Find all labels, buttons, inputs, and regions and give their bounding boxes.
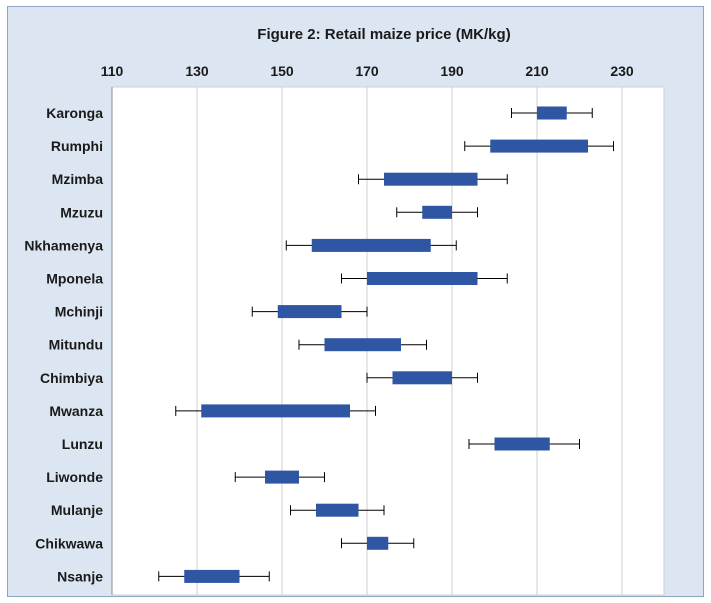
category-label: Mwanza bbox=[49, 403, 103, 419]
box-plot-item bbox=[234, 470, 325, 484]
box bbox=[384, 172, 478, 186]
category-labels: Karonga Rumphi Mzimba Mzuzu Nkhamenya Mponela… bbox=[24, 105, 103, 584]
x-tick-label: 210 bbox=[525, 63, 549, 79]
category-label: Mzimba bbox=[52, 171, 104, 187]
chart-title: Figure 2: Retail maize price (MK/kg) bbox=[257, 26, 510, 43]
box bbox=[265, 470, 299, 484]
x-tick-label: 150 bbox=[270, 63, 294, 79]
box-plot-item bbox=[366, 371, 478, 385]
x-tick-label: 190 bbox=[440, 63, 464, 79]
box-plot-item bbox=[464, 139, 614, 153]
x-tick-label: 110 bbox=[101, 63, 124, 79]
box-plot-item bbox=[511, 106, 593, 120]
box-plot-item bbox=[341, 272, 508, 285]
x-axis-ticks: 110 130 150 170 190 210 230 bbox=[101, 63, 634, 79]
box bbox=[184, 569, 240, 583]
box bbox=[324, 338, 401, 352]
box-plot-item bbox=[468, 437, 580, 451]
box bbox=[316, 503, 359, 517]
box bbox=[201, 404, 350, 418]
category-label: Nkhamenya bbox=[24, 237, 103, 253]
category-label: Nsanje bbox=[57, 568, 103, 584]
category-label: Chikwawa bbox=[35, 535, 103, 551]
box bbox=[537, 106, 567, 120]
category-label: Mzuzu bbox=[60, 204, 103, 220]
box bbox=[392, 371, 452, 385]
category-label: Mponela bbox=[46, 271, 103, 287]
category-label: Mchinji bbox=[55, 304, 103, 320]
x-tick-label: 130 bbox=[185, 63, 209, 79]
box-plot-item bbox=[396, 205, 478, 219]
x-tick-label: 170 bbox=[355, 63, 379, 79]
box bbox=[367, 272, 478, 285]
category-label: Mitundu bbox=[49, 337, 103, 353]
box-plot-item bbox=[341, 536, 415, 550]
box-plot-item bbox=[251, 305, 368, 319]
x-tick-label: 230 bbox=[610, 63, 634, 79]
category-label: Rumphi bbox=[51, 138, 103, 154]
box bbox=[277, 305, 342, 319]
box bbox=[494, 437, 550, 451]
box-plot-item bbox=[285, 238, 457, 252]
box-plot-item bbox=[175, 404, 376, 418]
box-plot-item bbox=[290, 503, 385, 517]
category-label: Karonga bbox=[46, 105, 103, 121]
category-label: Chimbiya bbox=[40, 370, 103, 386]
boxes bbox=[158, 106, 614, 583]
category-label: Mulanje bbox=[51, 502, 103, 518]
category-label: Lunzu bbox=[62, 436, 103, 452]
box bbox=[490, 139, 588, 153]
category-label: Liwonde bbox=[46, 469, 103, 485]
box bbox=[311, 238, 431, 252]
box-plot-item bbox=[298, 338, 427, 352]
box-plot-item bbox=[158, 569, 270, 583]
box bbox=[422, 205, 452, 219]
box bbox=[367, 536, 389, 550]
box-plot-item bbox=[358, 172, 508, 186]
